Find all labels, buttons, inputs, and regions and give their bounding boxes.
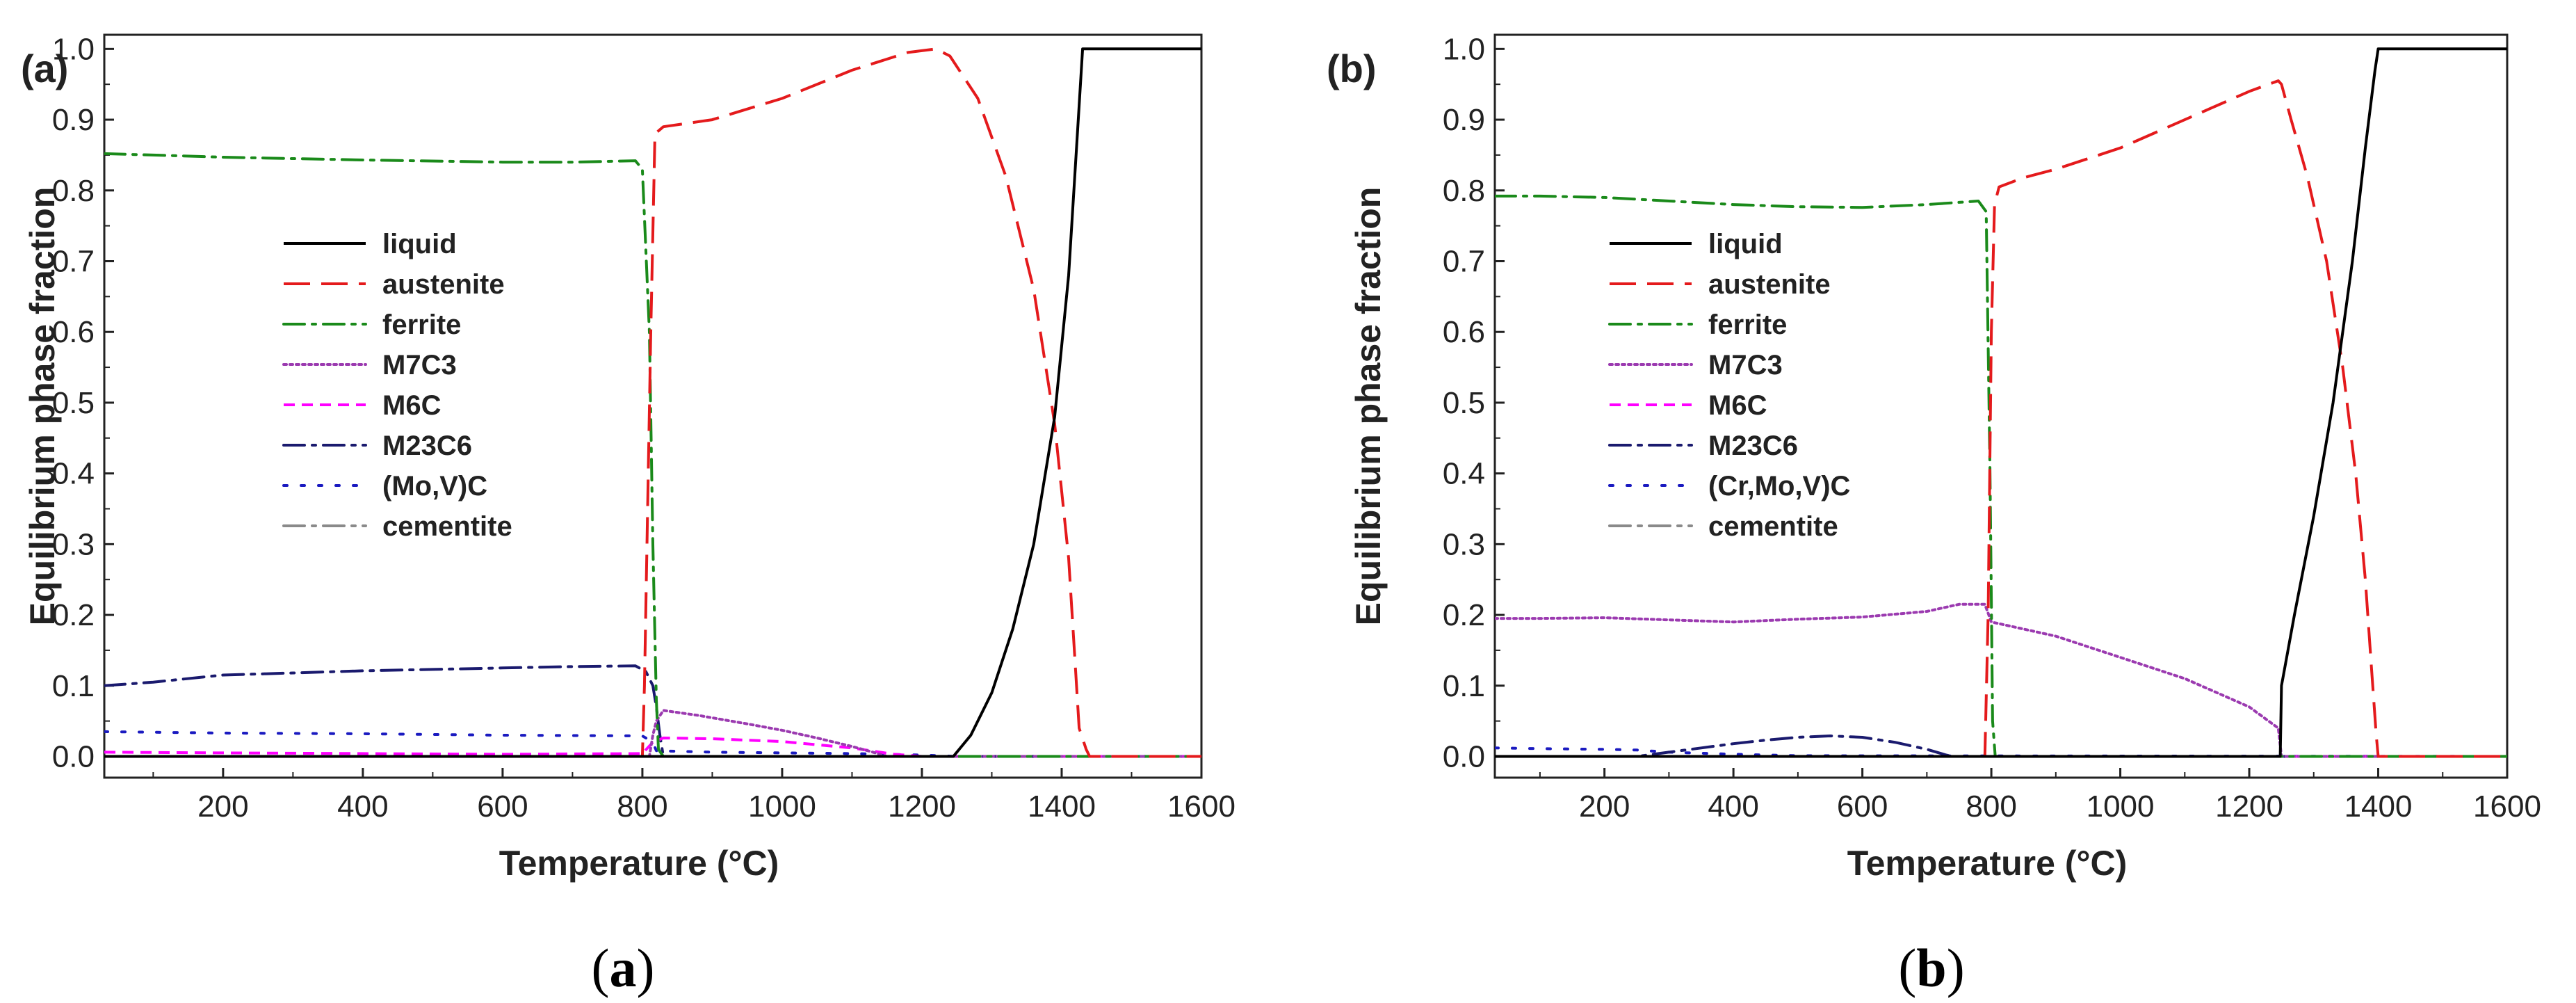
caption-a: (a) (592, 938, 655, 998)
chart-0-y-tick-label: 0.3 (52, 527, 95, 561)
chart-1-y-tick-label: 0.6 (1443, 315, 1485, 349)
chart-0-x-tick-label: 1400 (1028, 789, 1096, 824)
chart-0-x-tick-label: 1600 (1167, 789, 1236, 824)
chart-0-x-tick-label: 200 (197, 789, 248, 824)
chart-0-y-tick-label: 0.8 (52, 174, 95, 208)
chart-1-plot-frame (1493, 33, 2509, 779)
panel-tag-a: (a) (21, 47, 68, 90)
chart-1-legend-label: M6C (1708, 390, 1767, 421)
chart-0-series-line-m6c (104, 737, 1201, 758)
chart-0-x-tick-label: 1200 (888, 789, 956, 824)
chart-1-y-tick-label: 0.4 (1443, 457, 1485, 491)
chart-1-y-tick-label: 0.2 (1443, 598, 1485, 632)
caption-b: (b) (1898, 938, 1964, 998)
chart-1-x-tick-label: 400 (1708, 789, 1758, 824)
chart-1-x-tick-label: 600 (1837, 789, 1888, 824)
chart-0-legend-label: liquid (382, 229, 457, 259)
chart-0-y-axis-label: Equilibrium phase fraction (23, 187, 62, 626)
chart-1-y-tick-label: 0.0 (1443, 739, 1485, 773)
chart-1-x-tick-label: 1400 (2344, 789, 2413, 824)
chart-1-legend-label: ferrite (1708, 310, 1787, 340)
caption-a-letter: a (610, 938, 637, 998)
chart-0-legend-label: cementite (382, 511, 512, 542)
panel-tag-b: (b) (1327, 47, 1377, 90)
chart-0-series-line-mo-v-c (104, 730, 1201, 758)
chart-0-x-tick-label: 800 (617, 789, 667, 824)
chart-1-y-tick-label: 0.8 (1443, 174, 1485, 208)
chart-0-y-tick-label: 0.5 (52, 386, 95, 420)
chart-1-legend: liquid austenite ferrite M7C3 M6C M23C6 (Cr,Mo… (1608, 229, 1850, 542)
chart-1-x-axis-label: Temperature (°C) (1847, 844, 2127, 883)
chart-1-series-line-m23c6 (1495, 735, 2507, 758)
chart-1-legend-label: cementite (1708, 511, 1838, 542)
chart-0-series-line-liquid (104, 47, 1201, 758)
chart-1-series-group (1495, 47, 2507, 758)
caption-b-close: ) (1947, 938, 1965, 998)
chart-1-y-axis-label: Equilibrium phase fraction (1349, 187, 1388, 626)
chart-0-legend-label: M6C (382, 390, 441, 421)
chart-1-legend-label: M23C6 (1708, 431, 1798, 461)
chart-0-y-tick-label: 1.0 (52, 32, 95, 66)
chart-0-series-line-austenite (104, 47, 1201, 758)
chart-1-y-tick-label: 0.1 (1443, 669, 1485, 703)
chart-0-y-tick-label: 0.7 (52, 244, 95, 278)
chart-0-legend-label: austenite (382, 269, 505, 300)
chart-0-legend-label: ferrite (382, 310, 461, 340)
chart-1-x-tick-label: 1200 (2215, 789, 2283, 824)
chart-1-x-tick-label: 800 (1966, 789, 2016, 824)
chart-1-series-line-m7c3 (1495, 602, 2507, 758)
chart-1-x-tick-label: 200 (1579, 789, 1630, 824)
chart-panel-a: 200 400 600 800 1000 1200 1400 1600 0.0 0.1 0.2 0.3… (23, 32, 1236, 883)
chart-1-series-line-austenite (1495, 79, 2507, 758)
chart-0-series-line-ferrite (104, 152, 1201, 758)
chart-0-legend-label: (Mo,V)C (382, 471, 487, 502)
chart-1-legend-label: (Cr,Mo,V)C (1708, 471, 1850, 502)
chart-0-y-tick-label: 0.6 (52, 315, 95, 349)
chart-1-legend-label: liquid (1708, 229, 1783, 259)
chart-0-y-tick-label: 0.0 (52, 739, 95, 773)
chart-0-x-tick-label: 600 (477, 789, 528, 824)
chart-0-series-line-m7c3 (104, 709, 1201, 758)
chart-1-series-line-ferrite (1495, 194, 2507, 758)
chart-1-legend-label: M7C3 (1708, 350, 1783, 380)
chart-1-series-line-cr-mo-v-c (1495, 746, 2507, 758)
chart-panel-b: 200 400 600 800 1000 1200 1400 1600 0.0 0.1 0.2 0.3… (1349, 32, 2541, 883)
chart-1-y-tick-label: 1.0 (1443, 32, 1485, 66)
chart-0-y-tick-label: 0.4 (52, 457, 95, 491)
chart-1-legend-label: austenite (1708, 269, 1831, 300)
chart-0-x-tick-label: 400 (337, 789, 388, 824)
chart-0-legend: liquid austenite ferrite M7C3 M6C M23C6 (Mo,V)… (282, 229, 512, 542)
chart-0-legend-label: M7C3 (382, 350, 457, 380)
caption-b-letter: b (1916, 938, 1946, 998)
chart-1-y-tick-label: 0.5 (1443, 386, 1485, 420)
chart-0-y-tick-label: 0.2 (52, 598, 95, 632)
chart-0-y-tick-label: 0.9 (52, 103, 95, 137)
caption-a-open: ( (592, 938, 610, 998)
chart-1-y-tick-label: 0.7 (1443, 244, 1485, 278)
chart-0-x-axis-label: Temperature (°C) (499, 844, 779, 883)
chart-1-x-tick-label: 1000 (2087, 789, 2155, 824)
chart-1-y-tick-label: 0.3 (1443, 527, 1485, 561)
chart-1-series-line-liquid (1495, 47, 2507, 758)
chart-0-series-group (104, 47, 1201, 758)
chart-0-y-tick-label: 0.1 (52, 669, 95, 703)
chart-1-x-tick-label: 1600 (2473, 789, 2541, 824)
caption-b-open: ( (1898, 938, 1916, 998)
chart-1-y-tick-label: 0.9 (1443, 103, 1485, 137)
caption-a-close: ) (637, 938, 655, 998)
chart-0-plot-frame (103, 33, 1203, 779)
chart-0-legend-label: M23C6 (382, 431, 472, 461)
chart-0-x-tick-label: 1000 (748, 789, 816, 824)
